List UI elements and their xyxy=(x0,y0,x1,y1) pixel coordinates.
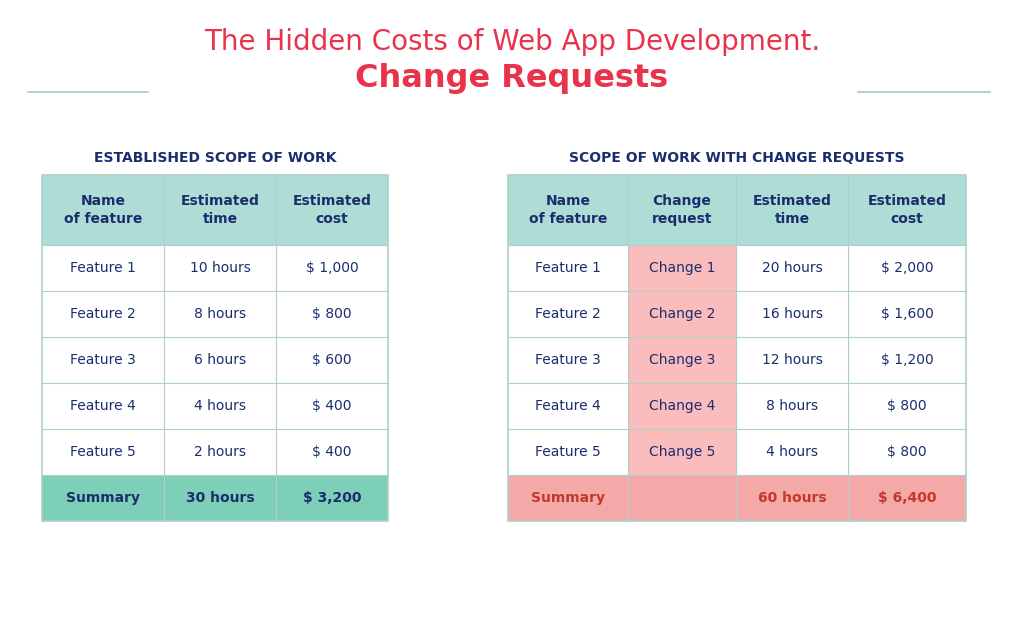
Text: Feature 1: Feature 1 xyxy=(70,261,136,275)
Text: $ 600: $ 600 xyxy=(312,353,352,367)
Bar xyxy=(276,429,388,475)
Text: 20 hours: 20 hours xyxy=(762,261,822,275)
Bar xyxy=(628,383,736,429)
Text: Name
of feature: Name of feature xyxy=(528,194,607,226)
Bar xyxy=(42,175,388,245)
Bar xyxy=(736,429,848,475)
Text: Change 2: Change 2 xyxy=(649,307,715,321)
Text: Feature 4: Feature 4 xyxy=(70,399,136,413)
Text: 8 hours: 8 hours xyxy=(766,399,818,413)
Text: Change 1: Change 1 xyxy=(649,261,715,275)
Bar xyxy=(508,475,966,521)
Bar xyxy=(848,383,966,429)
Text: 6 hours: 6 hours xyxy=(194,353,246,367)
Text: $ 6,400: $ 6,400 xyxy=(878,491,936,505)
Text: $ 2,000: $ 2,000 xyxy=(881,261,933,275)
Bar xyxy=(508,245,628,291)
Bar xyxy=(276,383,388,429)
Text: The Hidden Costs of Web App Development.: The Hidden Costs of Web App Development. xyxy=(204,28,820,56)
Bar xyxy=(736,383,848,429)
Bar xyxy=(42,175,388,521)
Text: Estimated
time: Estimated time xyxy=(753,194,831,226)
Text: $ 800: $ 800 xyxy=(887,445,927,459)
Text: 16 hours: 16 hours xyxy=(762,307,822,321)
Text: $ 1,200: $ 1,200 xyxy=(881,353,933,367)
Text: $ 400: $ 400 xyxy=(312,399,352,413)
Bar xyxy=(736,245,848,291)
Bar xyxy=(848,245,966,291)
Text: 30 hours: 30 hours xyxy=(185,491,254,505)
Text: $ 400: $ 400 xyxy=(312,445,352,459)
Bar xyxy=(508,429,628,475)
Text: Feature 5: Feature 5 xyxy=(536,445,601,459)
Bar xyxy=(848,337,966,383)
Text: Feature 4: Feature 4 xyxy=(536,399,601,413)
Text: $ 800: $ 800 xyxy=(887,399,927,413)
Bar xyxy=(508,337,628,383)
Bar xyxy=(508,175,966,521)
Bar xyxy=(848,291,966,337)
Text: 4 hours: 4 hours xyxy=(194,399,246,413)
Text: $ 800: $ 800 xyxy=(312,307,352,321)
Bar xyxy=(276,291,388,337)
Text: ESTABLISHED SCOPE OF WORK: ESTABLISHED SCOPE OF WORK xyxy=(94,151,336,165)
Text: Change 3: Change 3 xyxy=(649,353,715,367)
Text: Feature 2: Feature 2 xyxy=(70,307,136,321)
Bar xyxy=(42,175,388,521)
Text: Change
request: Change request xyxy=(651,194,713,226)
Bar xyxy=(628,291,736,337)
Text: Feature 5: Feature 5 xyxy=(70,445,136,459)
Bar xyxy=(736,337,848,383)
Bar xyxy=(164,291,276,337)
Bar xyxy=(164,383,276,429)
Text: Summary: Summary xyxy=(531,491,605,505)
Bar xyxy=(42,383,164,429)
Text: Change 5: Change 5 xyxy=(649,445,715,459)
Bar xyxy=(164,245,276,291)
Bar xyxy=(42,245,164,291)
Bar xyxy=(628,245,736,291)
Text: 2 hours: 2 hours xyxy=(194,445,246,459)
Bar xyxy=(164,337,276,383)
Text: $ 1,600: $ 1,600 xyxy=(881,307,934,321)
Text: 10 hours: 10 hours xyxy=(189,261,251,275)
Bar xyxy=(276,245,388,291)
Bar xyxy=(42,337,164,383)
Bar xyxy=(508,383,628,429)
Text: $ 3,200: $ 3,200 xyxy=(303,491,361,505)
Text: SCOPE OF WORK WITH CHANGE REQUESTS: SCOPE OF WORK WITH CHANGE REQUESTS xyxy=(569,151,905,165)
Bar xyxy=(164,429,276,475)
Text: 12 hours: 12 hours xyxy=(762,353,822,367)
Text: 8 hours: 8 hours xyxy=(194,307,246,321)
Bar xyxy=(736,291,848,337)
Text: Change Requests: Change Requests xyxy=(355,63,669,93)
Text: Feature 3: Feature 3 xyxy=(70,353,136,367)
Text: 4 hours: 4 hours xyxy=(766,445,818,459)
Text: Feature 3: Feature 3 xyxy=(536,353,601,367)
Bar xyxy=(848,429,966,475)
Bar xyxy=(276,337,388,383)
Bar xyxy=(42,475,388,521)
Bar xyxy=(508,175,966,245)
Text: Estimated
cost: Estimated cost xyxy=(293,194,372,226)
Bar xyxy=(42,429,164,475)
Bar xyxy=(508,291,628,337)
Text: Feature 1: Feature 1 xyxy=(536,261,601,275)
Text: Summary: Summary xyxy=(66,491,140,505)
Bar xyxy=(508,175,966,521)
Text: $ 1,000: $ 1,000 xyxy=(305,261,358,275)
Bar xyxy=(628,429,736,475)
Text: Change 4: Change 4 xyxy=(649,399,715,413)
Text: Estimated
time: Estimated time xyxy=(180,194,259,226)
Text: Name
of feature: Name of feature xyxy=(63,194,142,226)
Bar xyxy=(628,337,736,383)
Text: Feature 2: Feature 2 xyxy=(536,307,601,321)
Text: Estimated
cost: Estimated cost xyxy=(867,194,946,226)
Text: 60 hours: 60 hours xyxy=(758,491,826,505)
Bar xyxy=(42,291,164,337)
